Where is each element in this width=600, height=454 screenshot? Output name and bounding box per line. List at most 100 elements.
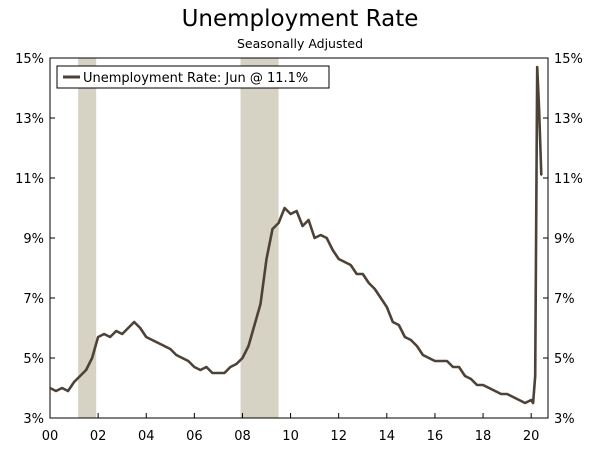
x-tick-label: 14 xyxy=(379,429,396,444)
x-tick-label: 18 xyxy=(475,429,492,444)
data-point xyxy=(343,261,346,263)
data-point xyxy=(482,384,484,386)
chart-title: Unemployment Rate xyxy=(181,6,419,32)
y-tick-label-right: 5% xyxy=(554,352,575,367)
y-tick-label-right: 13% xyxy=(554,112,583,127)
data-point xyxy=(307,219,310,221)
data-point xyxy=(235,363,238,365)
data-point xyxy=(133,321,136,323)
data-point xyxy=(403,336,406,338)
data-point xyxy=(532,402,534,404)
data-point xyxy=(452,366,454,368)
data-point xyxy=(187,360,190,362)
data-point xyxy=(488,387,490,389)
data-point xyxy=(512,396,515,398)
x-tick-label: 02 xyxy=(90,429,107,444)
y-tick-label-right: 9% xyxy=(554,232,575,247)
data-point xyxy=(301,225,304,227)
data-point xyxy=(536,66,539,68)
data-point xyxy=(277,222,280,224)
data-point xyxy=(115,330,118,332)
data-point xyxy=(205,366,208,368)
y-tick-label-left: 5% xyxy=(23,352,44,367)
data-point xyxy=(428,357,430,359)
data-point xyxy=(145,336,148,338)
x-tick-label: 04 xyxy=(138,429,155,444)
data-point xyxy=(289,213,292,215)
data-point xyxy=(163,345,166,347)
data-point xyxy=(241,357,244,359)
data-point xyxy=(440,360,442,362)
legend-box xyxy=(56,65,330,89)
data-point xyxy=(193,366,196,368)
data-point xyxy=(97,336,100,338)
x-tick-label: 20 xyxy=(523,429,540,444)
y-tick-label-right: 3% xyxy=(554,412,575,427)
y-tick-label-left: 7% xyxy=(23,292,44,307)
data-point xyxy=(217,372,220,374)
y-tick-label-left: 11% xyxy=(15,172,44,187)
data-point xyxy=(446,360,448,362)
data-point xyxy=(73,381,75,383)
recession-band-2 xyxy=(240,58,279,418)
legend: Unemployment Rate: Jun @ 11.1% xyxy=(56,65,330,89)
data-point xyxy=(470,378,472,380)
data-point xyxy=(464,375,466,377)
data-point xyxy=(518,399,521,401)
legend-label: Unemployment Rate: Jun @ 11.1% xyxy=(83,71,308,86)
data-point xyxy=(109,336,112,338)
data-point xyxy=(121,333,124,335)
data-point xyxy=(103,333,106,335)
data-point xyxy=(199,369,202,371)
axes: 3% 3% 5% 5% 7% 7% 9% 9% 11% 11% 13% 13% 15% 15% 00 02 04… xyxy=(15,52,583,444)
recession-band-1 xyxy=(78,58,97,418)
data-point xyxy=(415,345,418,347)
data-point xyxy=(458,366,460,368)
x-tick-label: 08 xyxy=(234,429,251,444)
data-point xyxy=(313,237,316,239)
x-tick-label: 16 xyxy=(427,429,444,444)
data-point xyxy=(211,372,214,374)
data-point xyxy=(325,237,328,239)
data-point xyxy=(91,357,94,359)
data-point xyxy=(349,264,352,266)
data-point xyxy=(79,375,81,377)
data-point xyxy=(500,393,502,395)
data-point xyxy=(283,207,286,209)
data-point xyxy=(151,339,154,341)
data-point xyxy=(434,360,436,362)
data-point xyxy=(253,324,256,326)
x-tick-label: 12 xyxy=(330,429,347,444)
data-point xyxy=(397,324,400,326)
y-tick-label-left: 15% xyxy=(15,52,44,67)
y-tick-label-left: 3% xyxy=(23,412,44,427)
y-tick-label-right: 11% xyxy=(554,172,583,187)
data-point xyxy=(247,345,250,347)
data-point xyxy=(157,342,160,344)
x-tick-label: 10 xyxy=(282,429,299,444)
data-point xyxy=(223,372,226,374)
data-point xyxy=(181,357,184,359)
series-layer xyxy=(49,65,543,405)
data-point xyxy=(379,297,382,299)
data-point xyxy=(540,174,543,176)
data-point xyxy=(55,390,57,392)
data-point xyxy=(67,390,69,392)
data-point xyxy=(331,249,334,251)
data-point xyxy=(229,366,232,368)
data-point xyxy=(538,108,540,110)
data-point xyxy=(409,339,412,341)
data-point xyxy=(367,282,370,284)
x-tick-label: 00 xyxy=(42,429,59,444)
y-tick-label-left: 9% xyxy=(23,232,44,247)
data-point xyxy=(534,375,537,377)
chart-subtitle: Seasonally Adjusted xyxy=(236,36,364,51)
data-point xyxy=(259,303,262,305)
data-point xyxy=(61,387,63,389)
plot-frame xyxy=(49,57,549,419)
data-point xyxy=(49,387,51,389)
data-point xyxy=(175,354,178,356)
data-point xyxy=(295,210,298,212)
data-point xyxy=(319,234,322,236)
